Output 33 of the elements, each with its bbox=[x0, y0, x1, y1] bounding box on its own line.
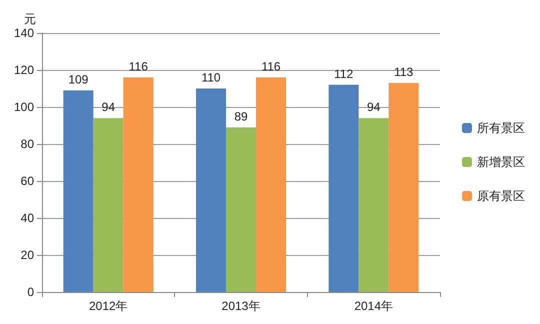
bar bbox=[196, 88, 226, 292]
y-tick-label: 60 bbox=[20, 174, 34, 188]
bar bbox=[123, 77, 154, 292]
legend-label: 所有景区 bbox=[477, 121, 525, 135]
y-tick-label: 140 bbox=[14, 26, 34, 40]
y-axis-title: 元 bbox=[24, 12, 36, 26]
data-label: 94 bbox=[366, 100, 381, 114]
x-tick-label: 2012年 bbox=[88, 299, 128, 313]
data-label: 116 bbox=[128, 59, 148, 74]
data-label: 110 bbox=[201, 70, 221, 84]
legend-label: 新增景区 bbox=[477, 155, 525, 169]
data-label: 109 bbox=[68, 72, 89, 86]
x-tick-label: 2013年 bbox=[222, 299, 260, 313]
bar bbox=[226, 127, 256, 292]
bar bbox=[93, 118, 124, 292]
y-tick-label: 80 bbox=[20, 137, 34, 151]
data-label: 112 bbox=[334, 66, 354, 81]
bar bbox=[358, 118, 389, 292]
data-label: 89 bbox=[234, 109, 248, 124]
y-tick-label: 0 bbox=[27, 285, 34, 299]
y-tick-label: 40 bbox=[20, 211, 34, 225]
data-label: 116 bbox=[261, 59, 281, 74]
bar bbox=[256, 77, 286, 292]
y-tick-label: 120 bbox=[14, 63, 34, 77]
y-tick-label: 100 bbox=[14, 100, 34, 114]
y-tick-label: 20 bbox=[20, 248, 34, 262]
x-tick-label: 2014年 bbox=[354, 299, 394, 313]
data-label: 94 bbox=[102, 100, 116, 114]
data-label: 113 bbox=[394, 64, 414, 79]
bar bbox=[63, 90, 94, 292]
legend-label: 原有景区 bbox=[477, 189, 525, 203]
bar bbox=[388, 82, 419, 292]
bar bbox=[328, 84, 359, 292]
